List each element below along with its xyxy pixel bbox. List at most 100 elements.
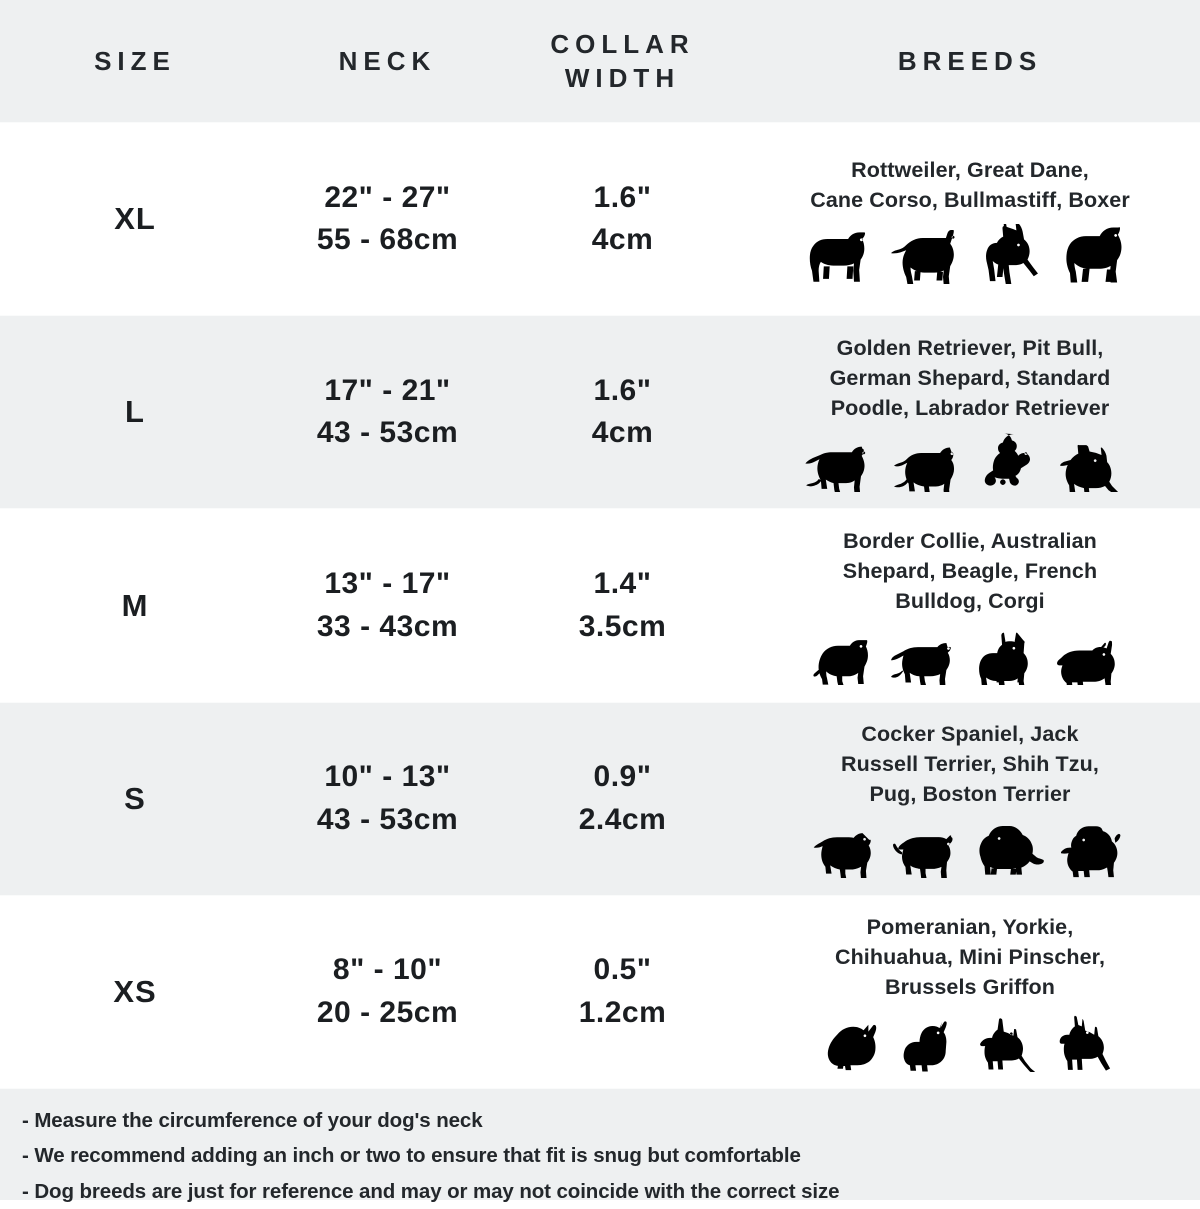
- collar-cm: 4cm: [591, 223, 654, 257]
- jack-russell-silhouette-icon: [893, 835, 953, 879]
- breeds-text: Cocker Spaniel, Jack Russell Terrier, Sh…: [841, 719, 1099, 809]
- footer-notes: - Measure the circumference of your dog'…: [0, 1088, 1200, 1203]
- neck-cell: 22" - 27" 55 - 68cm: [270, 177, 505, 262]
- breeds-cell: Rottweiler, Great Dane, Cane Corso, Bull…: [740, 155, 1200, 284]
- poodle-silhouette-icon: [984, 433, 1030, 486]
- collar-width-cell: 0.9" 2.4cm: [505, 756, 740, 841]
- size-label: L: [125, 394, 145, 430]
- collar-inches: 0.5": [593, 953, 652, 987]
- collar-inches: 1.4": [593, 566, 652, 600]
- size-cell: XS: [0, 974, 270, 1010]
- breed-silhouette-group: [813, 816, 1127, 879]
- great-dane-silhouette-icon: [891, 229, 955, 284]
- neck-cm: 20 - 25cm: [316, 995, 459, 1029]
- table-row: M 13" - 17" 33 - 43cm 1.4" 3.5cm Border …: [0, 508, 1200, 702]
- breeds-line: Pug, Boston Terrier: [869, 782, 1071, 807]
- breeds-line: Brussels Griffon: [884, 975, 1056, 1000]
- size-label: S: [124, 780, 146, 816]
- breeds-line: Pomeranian, Yorkie,: [866, 915, 1074, 940]
- french-bulldog-silhouette-icon: [979, 632, 1028, 686]
- neck-inches: 22" - 27": [324, 180, 451, 214]
- breeds-line: Border Collie, Australian: [843, 528, 1097, 553]
- neck-inches: 8" - 10": [332, 953, 443, 987]
- corgi-silhouette-icon: [1057, 640, 1115, 686]
- column-header-breeds-label: BREEDS: [897, 45, 1043, 76]
- neck-inches: 10" - 13": [324, 760, 451, 794]
- breeds-text: Pomeranian, Yorkie, Chihuahua, Mini Pins…: [835, 912, 1105, 1002]
- shih-tzu-silhouette-icon: [979, 826, 1044, 875]
- size-cell: XL: [0, 201, 270, 237]
- breeds-cell: Golden Retriever, Pit Bull, German Shepa…: [740, 333, 1200, 492]
- pomeranian-silhouette-icon: [827, 1024, 877, 1070]
- collar-cm: 4cm: [591, 416, 654, 450]
- column-header-collar-width: COLLAR WIDTH: [505, 27, 740, 96]
- breeds-text: Rottweiler, Great Dane, Cane Corso, Bull…: [810, 155, 1130, 215]
- breeds-line: Rottweiler, Great Dane,: [851, 157, 1089, 182]
- collar-inches: 1.6": [593, 180, 652, 214]
- doberman-silhouette-icon: [986, 223, 1038, 284]
- column-header-neck: NECK: [270, 44, 505, 78]
- breeds-line: Bulldog, Corgi: [895, 589, 1045, 614]
- collar-width-cell: 1.6" 4cm: [505, 177, 740, 262]
- breeds-line: Shepard, Beagle, French: [842, 558, 1098, 583]
- footer-note: - Dog breeds are just for reference and …: [22, 1179, 840, 1203]
- column-header-collar-label-line2: WIDTH: [564, 63, 681, 93]
- table-header-row: SIZE NECK COLLAR WIDTH BREEDS: [0, 0, 1200, 122]
- neck-cell: 8" - 10" 20 - 25cm: [270, 949, 505, 1034]
- breeds-text: Golden Retriever, Pit Bull, German Shepa…: [830, 333, 1111, 423]
- footer-note: - We recommend adding an inch or two to …: [22, 1144, 801, 1168]
- neck-cell: 10" - 13" 43 - 53cm: [270, 756, 505, 841]
- breed-silhouette-group: [804, 430, 1136, 492]
- collar-inches: 1.6": [593, 373, 652, 407]
- breeds-line: German Shepard, Standard: [829, 365, 1111, 390]
- footer-note: - Measure the circumference of your dog'…: [22, 1109, 483, 1133]
- mini-pinscher-silhouette-icon: [1059, 1015, 1111, 1071]
- size-label: XL: [114, 201, 156, 237]
- bullmastiff-silhouette-icon: [1066, 226, 1122, 283]
- column-header-size: SIZE: [0, 44, 270, 78]
- neck-cm: 55 - 68cm: [316, 223, 459, 257]
- breeds-line: Cane Corso, Bullmastiff, Boxer: [810, 187, 1130, 212]
- pug-silhouette-icon: [1061, 826, 1121, 878]
- breeds-cell: Cocker Spaniel, Jack Russell Terrier, Sh…: [740, 719, 1200, 879]
- size-cell: L: [0, 394, 270, 430]
- collar-cm: 3.5cm: [578, 609, 667, 643]
- neck-inches: 13" - 17": [324, 566, 451, 600]
- yorkie-silhouette-icon: [903, 1020, 947, 1072]
- breed-silhouette-group: [803, 222, 1137, 284]
- breeds-line: Poodle, Labrador Retriever: [830, 395, 1110, 420]
- border-collie-silhouette-icon: [813, 640, 868, 686]
- table-row: S 10" - 13" 43 - 53cm 0.9" 2.4cm Cocker …: [0, 701, 1200, 895]
- size-label: XS: [113, 973, 157, 1009]
- cocker-spaniel-silhouette-icon: [813, 833, 871, 879]
- collar-width-cell: 1.4" 3.5cm: [505, 563, 740, 648]
- breeds-cell: Border Collie, Australian Shepard, Beagl…: [740, 526, 1200, 686]
- table-row: L 17" - 21" 43 - 53cm 1.6" 4cm Golden Re…: [0, 315, 1200, 509]
- rottweiler-silhouette-icon: [809, 232, 866, 282]
- beagle-silhouette-icon: [891, 643, 951, 686]
- collar-cm: 2.4cm: [578, 802, 667, 836]
- neck-cell: 13" - 17" 33 - 43cm: [270, 563, 505, 648]
- collar-cm: 1.2cm: [578, 995, 667, 1029]
- table-row: XS 8" - 10" 20 - 25cm 0.5" 1.2cm Pomeran…: [0, 894, 1200, 1089]
- size-cell: M: [0, 588, 270, 624]
- column-header-breeds: BREEDS: [740, 44, 1200, 78]
- neck-cell: 17" - 21" 43 - 53cm: [270, 370, 505, 455]
- breeds-line: Russell Terrier, Shih Tzu,: [841, 752, 1099, 777]
- labrador-silhouette-icon: [894, 447, 955, 492]
- german-shepherd-silhouette-icon: [1060, 444, 1119, 492]
- golden-retriever-silhouette-icon: [805, 446, 866, 492]
- neck-cm: 33 - 43cm: [316, 609, 459, 643]
- chihuahua-silhouette-icon: [980, 1017, 1036, 1072]
- collar-width-cell: 0.5" 1.2cm: [505, 949, 740, 1034]
- breeds-line: Cocker Spaniel, Jack: [861, 722, 1079, 747]
- breeds-line: Chihuahua, Mini Pinscher,: [834, 945, 1106, 970]
- neck-inches: 17" - 21": [324, 373, 451, 407]
- column-header-collar-label: COLLAR: [550, 28, 695, 59]
- breed-silhouette-group: [823, 1010, 1117, 1072]
- column-header-neck-label: NECK: [338, 45, 437, 76]
- collar-inches: 0.9": [593, 760, 652, 794]
- size-cell: S: [0, 781, 270, 817]
- breeds-line: Golden Retriever, Pit Bull,: [836, 335, 1104, 360]
